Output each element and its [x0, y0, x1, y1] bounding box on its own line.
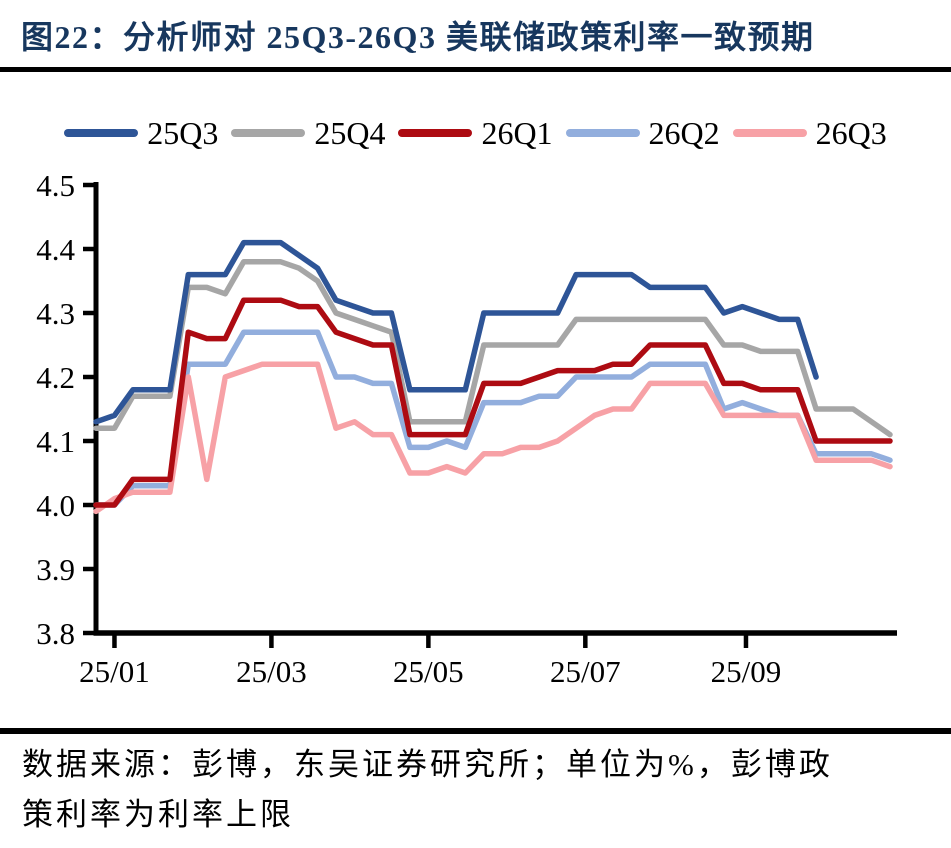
legend-item-26Q1: 26Q1 [398, 115, 553, 151]
footer-divider [0, 728, 951, 734]
legend-swatch-26Q1 [398, 129, 473, 137]
x-axis-label: 25/09 [711, 654, 782, 689]
y-axis-label: 3.8 [36, 616, 75, 651]
series-line-25Q4 [93, 259, 893, 438]
x-axis-label: 25/03 [236, 654, 307, 689]
x-axis-label: 25/05 [393, 654, 464, 689]
x-axis-label: 25/01 [79, 654, 150, 689]
legend-swatch-25Q4 [231, 129, 306, 137]
legend-swatch-25Q3 [64, 129, 139, 137]
series-line-26Q2 [93, 329, 893, 508]
source-note-line-2: 策利率为利率上限 [22, 797, 294, 832]
chart-legend: 25Q3 25Q4 26Q1 26Q2 26Q3 [0, 113, 951, 153]
figure-title: 图22：分析师对 25Q3-26Q3 美联储政策利率一致预期 [21, 19, 815, 55]
title-divider [0, 67, 951, 72]
source-note-line-1: 数据来源：彭博，东吴证券研究所；单位为%，彭博政 [22, 747, 833, 782]
legend-swatch-26Q2 [565, 129, 640, 137]
series-line-25Q3 [93, 239, 819, 425]
y-axis-label: 4.4 [36, 232, 75, 267]
legend-item-26Q2: 26Q2 [565, 115, 720, 151]
series-line-26Q1 [93, 297, 893, 508]
y-axis-label: 4.1 [36, 424, 75, 459]
y-axis-label: 4.0 [36, 488, 75, 523]
legend-label-26Q2: 26Q2 [648, 115, 720, 151]
x-axis-label: 25/07 [550, 654, 621, 689]
legend-label-25Q4: 25Q4 [314, 115, 386, 151]
legend-swatch-26Q3 [732, 129, 807, 137]
y-axis-label: 4.5 [36, 168, 75, 203]
legend-label-25Q3: 25Q3 [147, 115, 219, 151]
series-line-26Q3 [93, 361, 893, 515]
legend-label-26Q1: 26Q1 [481, 115, 553, 151]
legend-item-26Q3: 26Q3 [732, 115, 887, 151]
legend-item-25Q4: 25Q4 [231, 117, 385, 149]
chart-canvas: 4.5 4.4 4.3 4.2 4.1 4.0 3.9 3.825/01 25/03 25/05 2… [36, 168, 897, 689]
legend-label-26Q3: 26Q3 [815, 115, 887, 151]
source-note: 数据来源：彭博，东吴证券研究所；单位为%，彭博政 策利率为利率上限 [22, 740, 937, 840]
y-axis-label: 4.3 [36, 296, 75, 331]
y-axis-label: 4.2 [36, 360, 75, 395]
legend-item-25Q3: 25Q3 [64, 117, 218, 149]
y-axis-label: 3.9 [36, 552, 75, 587]
